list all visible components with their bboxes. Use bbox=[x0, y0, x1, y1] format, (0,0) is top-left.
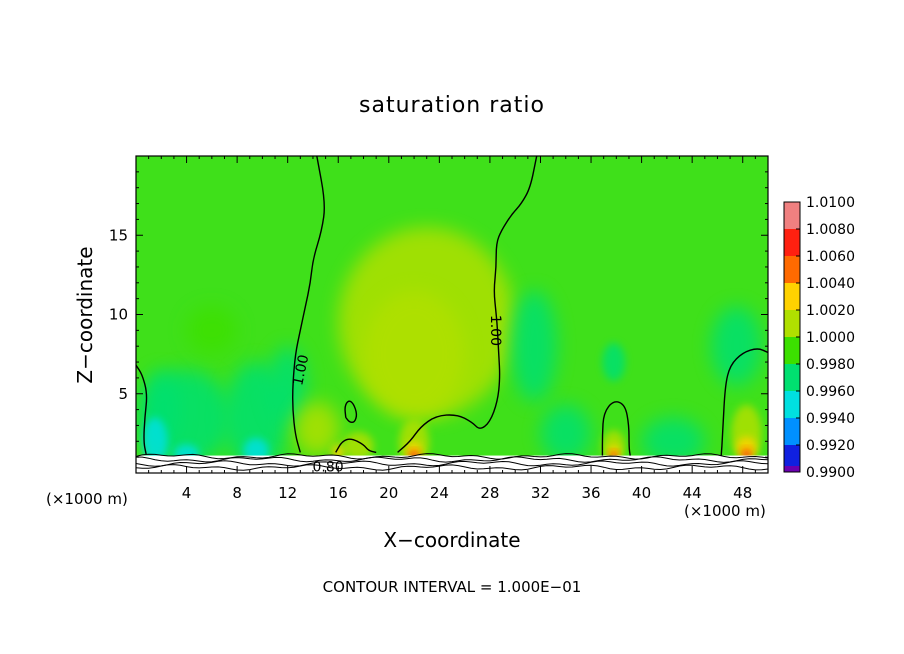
x-tick-label-1: 8 bbox=[232, 484, 242, 502]
colorbar-segment-8 bbox=[784, 418, 800, 446]
field-blob-7 bbox=[511, 290, 557, 402]
contour-label-1: 1.00 bbox=[487, 315, 503, 346]
contour-line-3 bbox=[344, 400, 358, 424]
terrain-contour-2 bbox=[136, 460, 768, 467]
colorbar-label-10: 0.9900 bbox=[806, 465, 855, 481]
x-tick-label-5: 24 bbox=[430, 484, 449, 502]
field-blob-11 bbox=[711, 306, 762, 386]
colorbar-segment-5 bbox=[784, 337, 800, 365]
contour-line-1 bbox=[397, 156, 538, 453]
terrain-contour-3 bbox=[136, 464, 768, 471]
colorbar-segment-9 bbox=[784, 445, 800, 473]
field-blob-9 bbox=[602, 343, 626, 382]
field-blob-8 bbox=[540, 404, 592, 462]
x-tick-label-10: 44 bbox=[683, 484, 702, 502]
contour-label-2: 0.80 bbox=[313, 460, 344, 476]
x-tick-label-9: 40 bbox=[632, 484, 651, 502]
x-tick-label-2: 12 bbox=[278, 484, 297, 502]
colorbar-segment-0 bbox=[784, 202, 800, 230]
terrain-contour-1 bbox=[136, 456, 768, 463]
contour-interval-note: CONTOUR INTERVAL = 1.000E−01 bbox=[323, 578, 582, 596]
field-blob-15 bbox=[294, 401, 340, 456]
x-tick-label-3: 16 bbox=[329, 484, 348, 502]
contour-line-5 bbox=[601, 401, 631, 456]
x-axis-unit: (×1000 m) bbox=[684, 502, 766, 520]
terrain-band bbox=[136, 453, 768, 473]
contour-line-0 bbox=[291, 156, 325, 453]
x-tick-label-0: 4 bbox=[182, 484, 192, 502]
chart-title: saturation ratio bbox=[359, 93, 545, 118]
colorbar-label-5: 1.0000 bbox=[806, 330, 855, 346]
colorbar-label-8: 0.9940 bbox=[806, 411, 855, 427]
contour-labels: 1.00 1.00 0.80 bbox=[290, 315, 503, 476]
field-blob-4 bbox=[186, 306, 238, 355]
contour-line-4 bbox=[136, 364, 148, 455]
field-shading bbox=[142, 227, 762, 473]
colorbar-segment-2 bbox=[784, 256, 800, 284]
colorbar-label-0: 1.0100 bbox=[806, 195, 855, 211]
y-tick-label-0: 5 bbox=[118, 385, 128, 403]
z-axis-unit: (×1000 m) bbox=[46, 490, 128, 508]
contour-line-6 bbox=[720, 348, 768, 456]
y-tick-label-2: 15 bbox=[109, 226, 128, 244]
colorbar-label-6: 0.9980 bbox=[806, 357, 855, 373]
field-blob-2 bbox=[268, 346, 307, 426]
terrain-contour-0 bbox=[136, 453, 768, 460]
colorbar-segment-3 bbox=[784, 283, 800, 311]
y-tick-label-1: 10 bbox=[109, 306, 128, 324]
x-tick-label-8: 36 bbox=[581, 484, 600, 502]
colorbar-segment-4 bbox=[784, 310, 800, 338]
contour-label-0: 1.00 bbox=[290, 353, 312, 387]
colorbar-segment-6 bbox=[784, 364, 800, 392]
colorbar-label-9: 0.9920 bbox=[806, 438, 855, 454]
colorbar-label-1: 1.0080 bbox=[806, 222, 855, 238]
x-tick-label-11: 48 bbox=[733, 484, 752, 502]
field-blob-12 bbox=[142, 417, 168, 466]
contour-lines bbox=[136, 156, 768, 456]
colorbar-label-2: 1.0060 bbox=[806, 249, 855, 265]
x-tick-label-6: 28 bbox=[480, 484, 499, 502]
colorbar: 1.0100 1.0080 1.0060 1.0040 1.0020 1.0000 0.99… bbox=[783, 195, 855, 481]
colorbar-label-7: 0.9960 bbox=[806, 384, 855, 400]
field-blob-25 bbox=[736, 436, 757, 459]
contour-line-2 bbox=[335, 438, 377, 454]
x-tick-label-7: 32 bbox=[531, 484, 550, 502]
colorbar-segment-1 bbox=[784, 229, 800, 257]
field-blob-6 bbox=[363, 290, 465, 418]
colorbar-segment-7 bbox=[784, 391, 800, 419]
colorbar-segment-bottom bbox=[784, 466, 800, 472]
field-blob-10 bbox=[641, 417, 705, 466]
y-axis-label: Z−coordinate bbox=[73, 246, 97, 383]
colorbar-label-3: 1.0040 bbox=[806, 276, 855, 292]
colorbar-label-4: 1.0020 bbox=[806, 303, 855, 319]
x-tick-label-4: 20 bbox=[379, 484, 398, 502]
x-axis-label: X−coordinate bbox=[383, 528, 520, 552]
